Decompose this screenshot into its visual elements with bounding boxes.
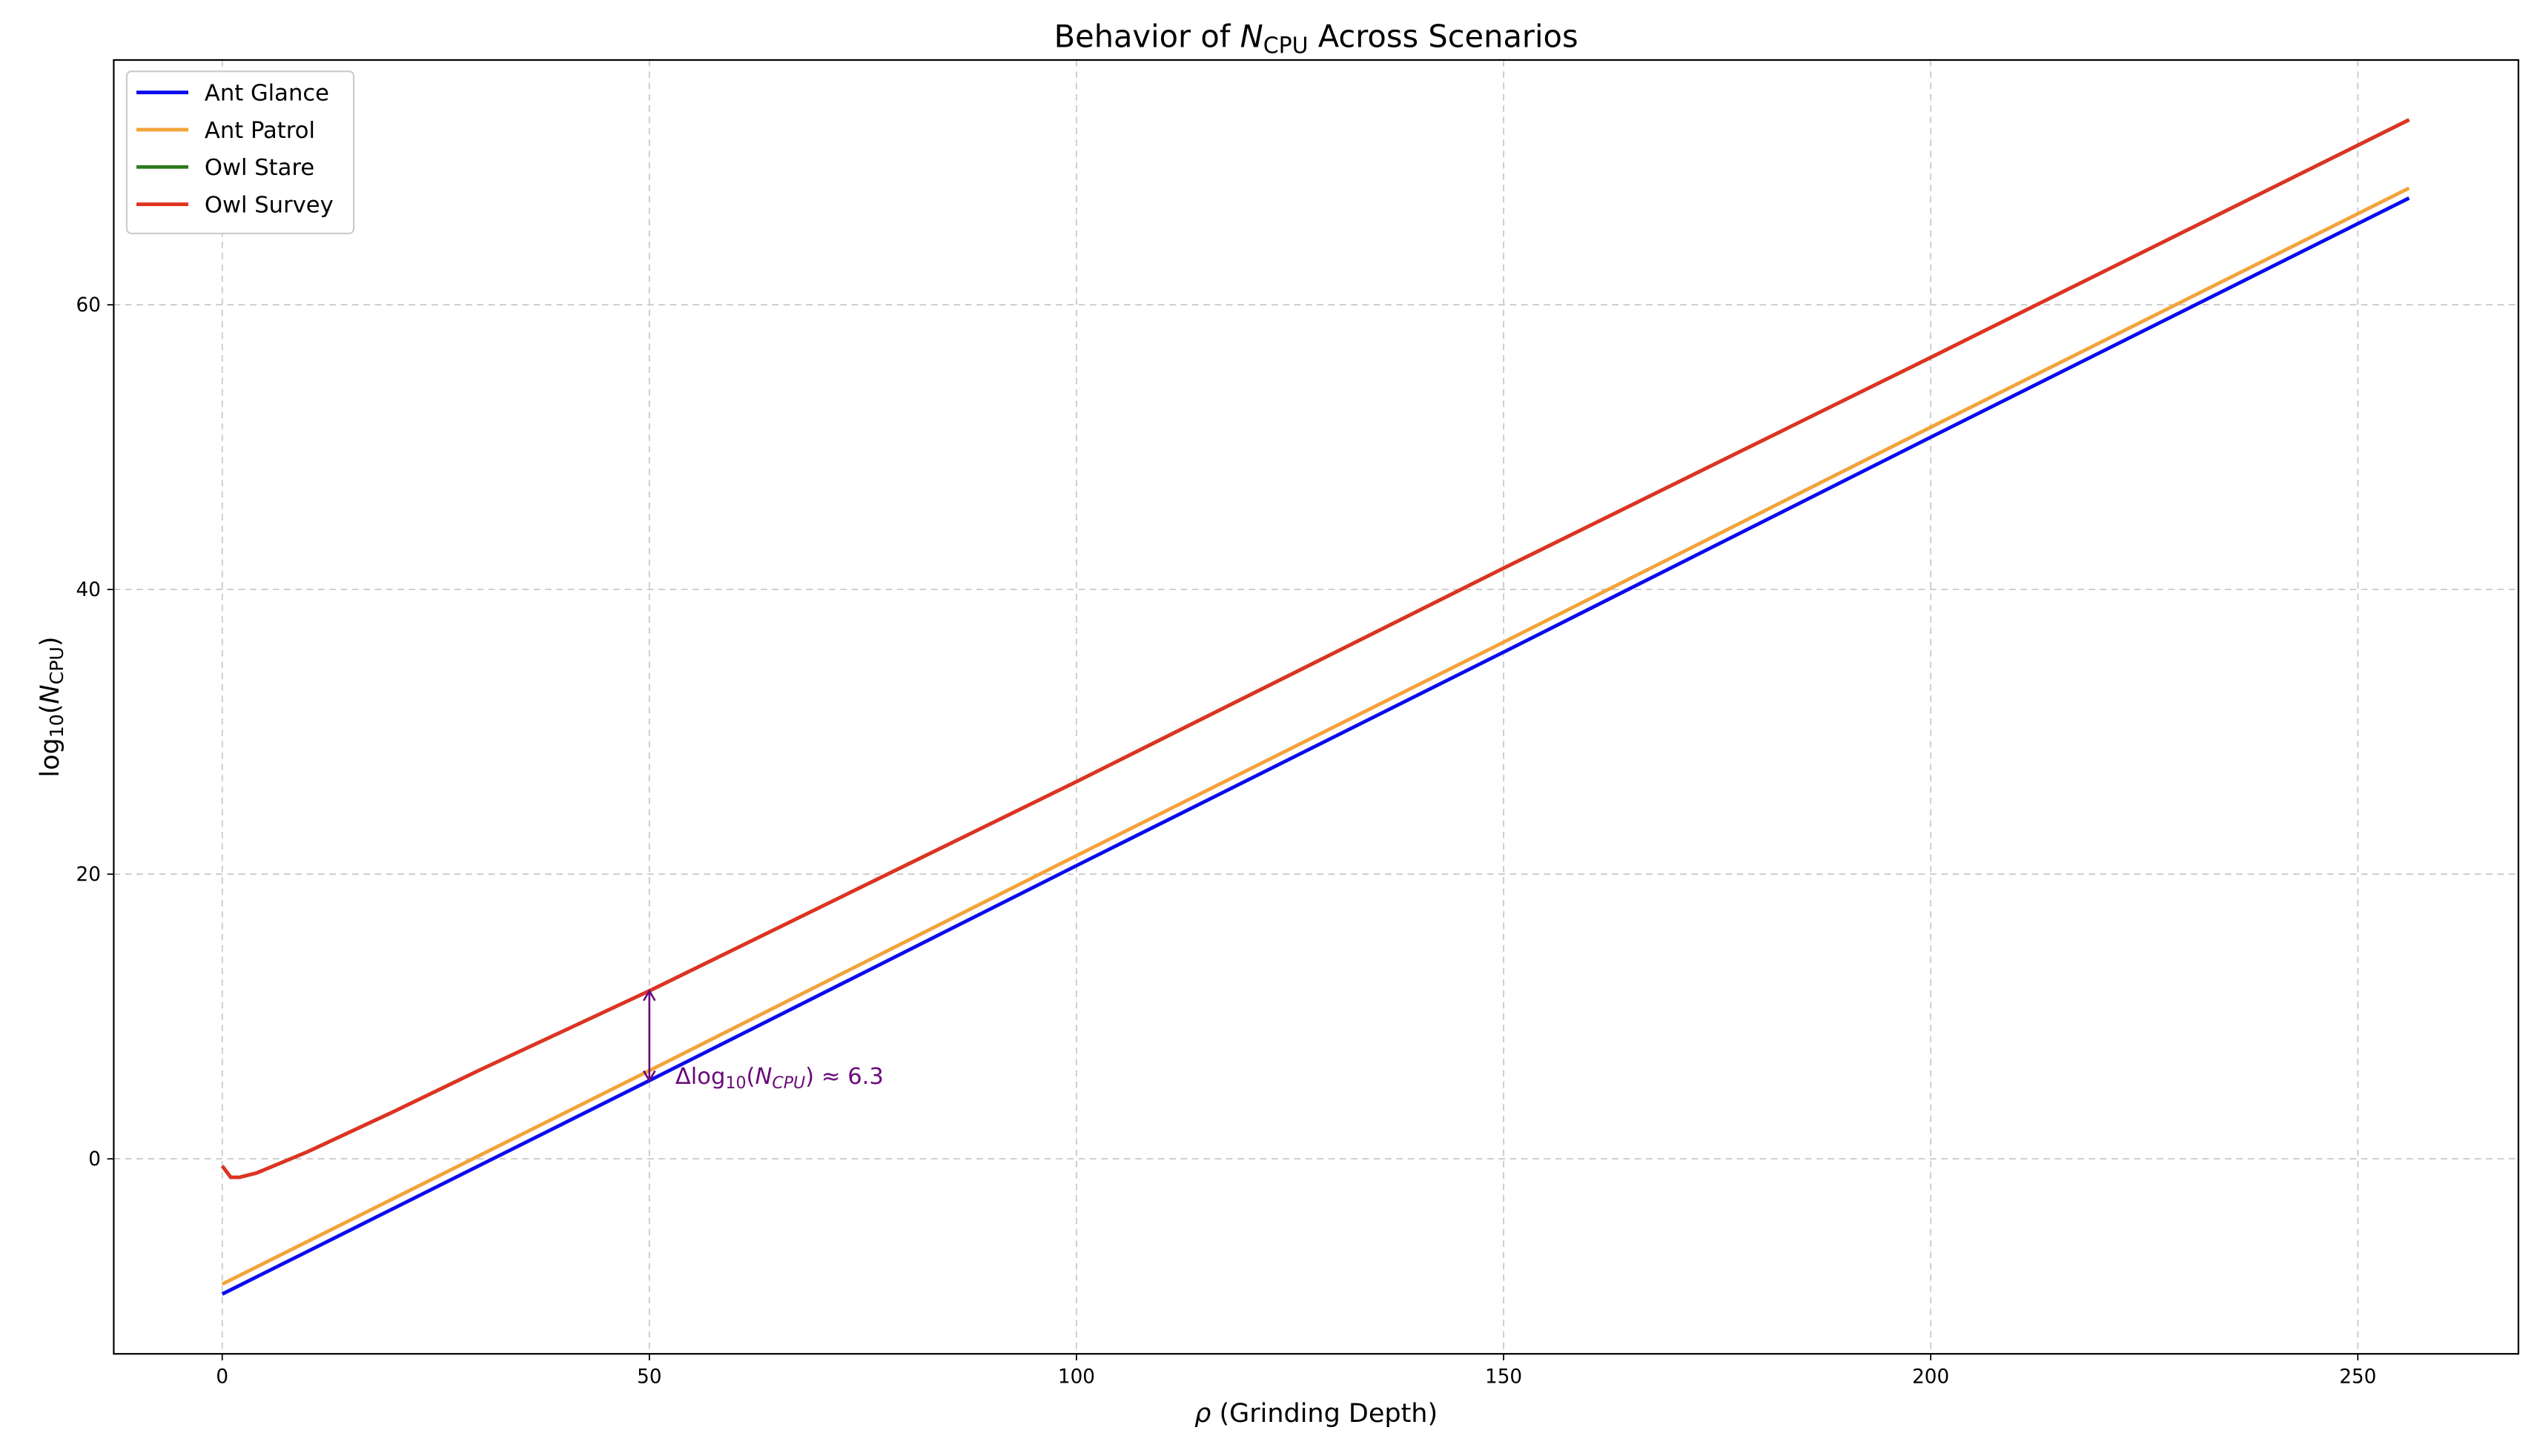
text-part: (: [36, 704, 65, 715]
text-part: CPU: [1263, 33, 1309, 59]
text-part: N: [1240, 18, 1263, 54]
text-part: 10: [725, 1073, 746, 1092]
legend-label: Ant Patrol: [205, 118, 315, 144]
y-tick-label: 60: [76, 294, 101, 317]
text-part: N: [755, 1064, 772, 1090]
y-tick-label: 40: [76, 579, 101, 601]
x-tick-label: 250: [2339, 1366, 2376, 1389]
text-part: Across Scenarios: [1309, 18, 1578, 54]
text-part: ): [36, 637, 65, 647]
text-part: Δlog: [675, 1064, 726, 1090]
arrow-head: [643, 1070, 656, 1083]
y-tick-label: 0: [88, 1148, 101, 1171]
legend-label: Ant Glance: [205, 81, 329, 107]
legend-box: [125, 70, 355, 235]
text-part: ρ: [1194, 1399, 1211, 1429]
text-part: CPU: [46, 646, 67, 684]
legend-label: Owl Survey: [205, 193, 334, 219]
text-part: N: [36, 684, 65, 704]
text-part: 10: [46, 714, 67, 738]
text-part: CPU: [772, 1073, 805, 1092]
series-line: [221, 196, 2410, 1296]
text-part: log: [36, 738, 65, 777]
chart-title: Behavior of NCPU Across Scenarios: [1054, 18, 1578, 59]
text-part: Behavior of: [1054, 18, 1240, 54]
y-axis-label: log10(NCPU): [36, 637, 67, 778]
y-tick-label: 20: [76, 864, 101, 886]
x-tick-label: 50: [637, 1366, 661, 1389]
x-axis-label: ρ (Grinding Depth): [1194, 1399, 1438, 1429]
series-line: [221, 186, 2410, 1286]
x-tick-label: 100: [1058, 1366, 1095, 1389]
legend-label: Owl Stare: [205, 155, 314, 181]
text-part: (: [747, 1064, 755, 1090]
x-tick-label: 150: [1485, 1366, 1522, 1389]
arrow-head: [643, 989, 656, 1002]
annotation-label: Δlog10(NCPU) ≈ 6.3: [675, 1064, 884, 1092]
plot-frame: [113, 59, 2519, 1355]
text-part: ) ≈ 6.3: [805, 1064, 884, 1090]
x-tick-label: 200: [1912, 1366, 1949, 1389]
series-line: [220, 118, 2410, 1179]
text-part: (Grinding Depth): [1211, 1399, 1438, 1429]
x-tick-label: 0: [216, 1366, 228, 1389]
